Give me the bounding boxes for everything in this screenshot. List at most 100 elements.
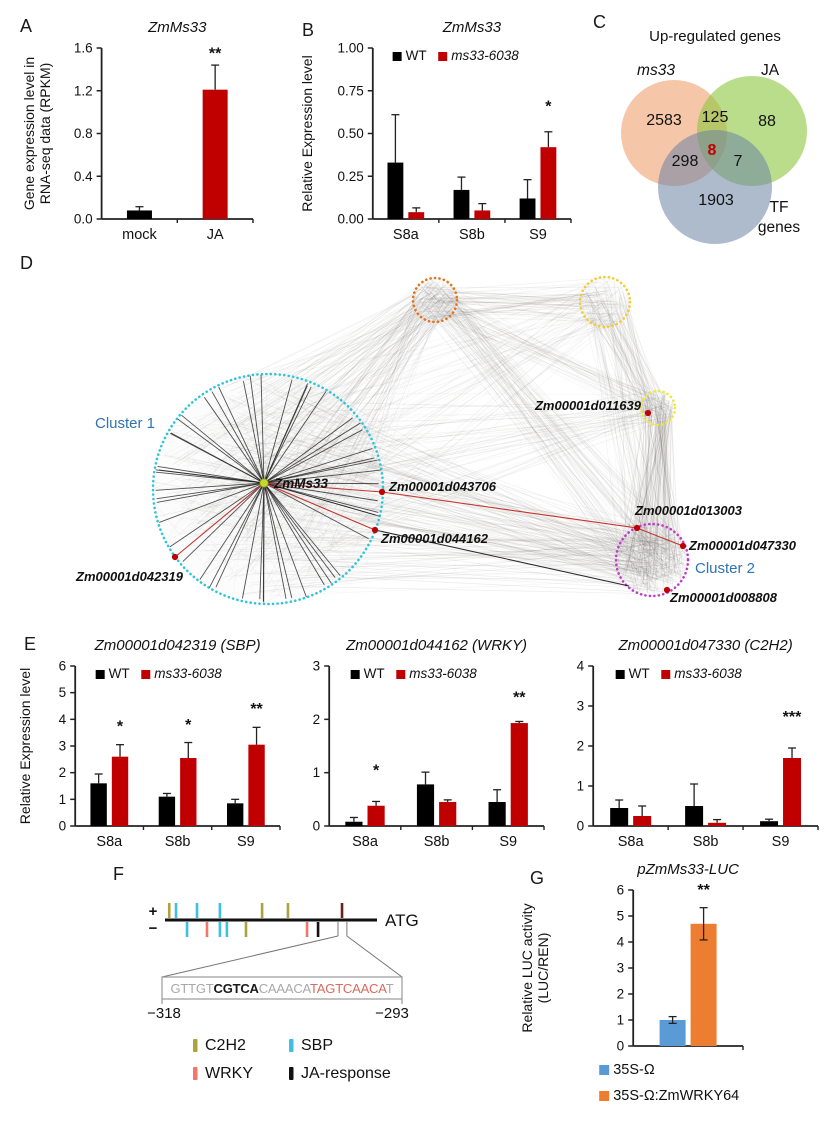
edge xyxy=(448,293,605,300)
edge xyxy=(218,502,361,582)
edge xyxy=(662,541,668,570)
edge xyxy=(661,424,667,552)
edge xyxy=(195,522,636,548)
edge xyxy=(654,419,658,596)
edge xyxy=(669,404,672,538)
edge xyxy=(594,286,649,413)
edge xyxy=(664,409,667,559)
edge xyxy=(435,311,618,567)
edge xyxy=(654,410,687,558)
edge xyxy=(421,286,640,577)
edge xyxy=(225,494,664,536)
edge xyxy=(364,518,630,569)
hub-edge xyxy=(211,391,265,484)
edge xyxy=(247,469,674,553)
edge xyxy=(310,573,637,583)
edge xyxy=(651,566,667,577)
gene-node xyxy=(171,553,179,561)
edge xyxy=(343,488,662,580)
edge xyxy=(667,535,679,575)
edge xyxy=(625,561,674,570)
edge xyxy=(364,297,416,513)
edge xyxy=(607,312,648,409)
edge xyxy=(662,393,674,561)
panel-g-label: G xyxy=(530,868,545,888)
edge xyxy=(333,396,661,579)
edge xyxy=(681,555,686,577)
edge xyxy=(253,444,625,547)
edge xyxy=(649,415,652,590)
edge xyxy=(660,543,673,555)
bar xyxy=(540,147,557,219)
edge xyxy=(244,419,654,446)
edge xyxy=(643,396,651,582)
edge xyxy=(582,307,644,566)
hub-edge xyxy=(156,482,265,500)
edge xyxy=(191,295,450,427)
y-tick-label: 2 xyxy=(617,987,625,1002)
edge xyxy=(190,505,291,559)
edge xyxy=(634,539,660,545)
edge xyxy=(289,511,333,520)
edge xyxy=(626,547,639,590)
edge xyxy=(619,570,627,572)
edge xyxy=(236,461,649,529)
edge xyxy=(641,410,645,558)
edge xyxy=(331,411,653,553)
edge xyxy=(323,286,623,510)
edge xyxy=(631,551,676,555)
edge xyxy=(585,298,664,578)
edge xyxy=(317,501,342,554)
panel-a-bar-chart: 0.0 0.4 0.8 1.2 1.6 mock JA **ZmMs33 Gene expres… xyxy=(21,19,254,243)
edge xyxy=(621,304,666,415)
edge xyxy=(342,417,658,527)
edge xyxy=(619,539,632,554)
promoter-sequence: GTTGTCGTCACAAACATAGTCAACAT xyxy=(170,981,393,996)
edge xyxy=(317,297,442,530)
hub-edge xyxy=(263,482,379,485)
y-axis-label: Gene expression level in xyxy=(21,57,37,210)
edge xyxy=(189,420,282,599)
edge xyxy=(440,293,588,317)
edge xyxy=(423,281,645,577)
edge xyxy=(340,566,642,586)
edge xyxy=(357,308,611,544)
edge xyxy=(622,291,652,422)
edge xyxy=(639,421,661,577)
edge xyxy=(629,549,659,572)
venn-set-label: ms33 xyxy=(637,62,675,79)
edge xyxy=(438,290,669,554)
edge xyxy=(592,308,654,580)
edge xyxy=(626,407,644,552)
edge xyxy=(340,470,655,592)
edge xyxy=(202,316,437,534)
edge xyxy=(643,580,651,587)
significance-marker: * xyxy=(185,717,192,734)
edge xyxy=(269,292,421,461)
edge xyxy=(447,294,602,316)
edge xyxy=(283,325,607,563)
edge xyxy=(427,296,657,551)
edge xyxy=(592,294,650,417)
edge xyxy=(275,500,348,552)
edge xyxy=(626,398,659,569)
edge xyxy=(233,424,301,443)
edge xyxy=(438,288,638,589)
hub-label: ZmMs33 xyxy=(273,476,329,491)
edge xyxy=(222,432,653,546)
edge xyxy=(636,405,663,580)
edge xyxy=(435,302,657,553)
edge xyxy=(604,286,649,544)
edge xyxy=(606,308,646,532)
edge xyxy=(627,536,643,579)
edge xyxy=(433,295,660,561)
edge xyxy=(371,317,425,453)
y-tick-label: 0 xyxy=(313,819,321,834)
edge xyxy=(301,285,424,422)
cluster-circle xyxy=(639,389,677,427)
edge xyxy=(616,560,656,564)
cluster-label: Cluster 1 xyxy=(95,415,155,432)
edge xyxy=(197,323,617,504)
edge xyxy=(415,297,618,323)
edge xyxy=(622,542,638,578)
